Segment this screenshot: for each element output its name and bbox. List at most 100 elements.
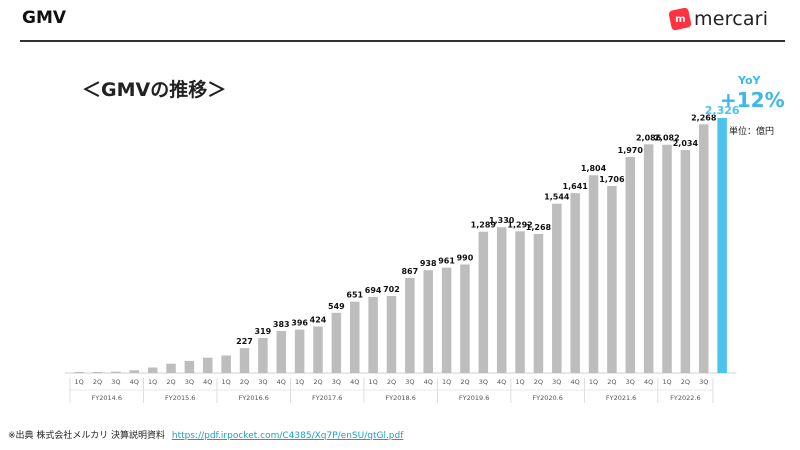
x-tick-label: 1Q [368,378,377,386]
x-tick-label: 3Q [332,378,341,386]
x-tick-label: 3Q [552,378,561,386]
x-tick-label: 3Q [699,378,708,386]
header-divider [20,40,785,42]
x-tick-label: 4Q [130,378,139,386]
bar [386,296,397,373]
bar [441,267,452,373]
bar [662,144,672,373]
fiscal-year-label: FY2022.6 [670,394,700,402]
bar [111,371,121,373]
bar [147,367,158,373]
bar-value-label: 549 [328,302,345,311]
bar [74,372,84,373]
x-tick-label: 2Q [93,378,102,386]
x-tick-label: 4Q [644,378,653,386]
bar [552,203,562,373]
bar [717,118,727,373]
yoy-value: +12% [720,88,785,112]
x-tick-label: 4Q [277,378,286,386]
x-tick-label: 4Q [497,378,506,386]
yoy-label: YoY [738,74,761,87]
bar [349,301,360,373]
bar [331,312,342,373]
bar-value-label: 651 [346,291,363,300]
bar [276,331,287,373]
x-tick-label: 1Q [662,378,671,386]
bar-value-label: 2,268 [691,113,717,122]
x-tick-label: 4Q [203,378,212,386]
x-tick-label: 3Q [405,378,414,386]
unit-label: 単位：億円 [729,127,775,137]
bar [258,338,268,373]
logo-text: mercari [694,8,769,30]
x-tick-label: 2Q [387,378,396,386]
bar-value-label: 396 [291,319,308,328]
x-tick-label: 2Q [240,378,249,386]
x-tick-label: 2Q [681,378,690,386]
bar [607,185,617,373]
bar [368,296,378,373]
x-tick-label: 2Q [607,378,616,386]
bar-value-label: 2,326 [705,104,740,117]
bar [405,277,415,373]
fiscal-year-label: FY2020.6 [532,394,562,402]
x-tick-label: 3Q [626,378,635,386]
bar [239,348,250,373]
bar-value-label: 1,641 [563,182,589,191]
bar-value-label: 1,330 [489,216,515,225]
bar [423,270,433,373]
fiscal-year-label: FY2014.6 [92,394,122,402]
x-tick-label: 2Q [534,378,543,386]
x-tick-label: 1Q [515,378,524,386]
x-tick-label: 1Q [589,378,598,386]
bar-value-label: 938 [420,259,437,268]
x-tick-label: 1Q [75,378,84,386]
x-tick-label: 2Q [460,378,469,386]
bar [496,227,507,373]
bar-value-label: 227 [236,337,253,346]
bar-value-label: 694 [365,286,382,295]
bar-value-label: 319 [255,327,272,336]
bar-value-label: 2,034 [673,139,699,148]
x-tick-label: 3Q [258,378,267,386]
fiscal-year-label: FY2018.6 [385,394,415,402]
bar-value-label: 424 [310,316,327,325]
bar [643,144,654,373]
bar [478,231,489,373]
bar [699,124,709,374]
x-tick-label: 4Q [424,378,433,386]
x-tick-label: 1Q [222,378,231,386]
bar-value-label: 1,544 [544,193,570,202]
x-tick-label: 3Q [185,378,194,386]
bar-value-label: 2,086 [636,133,662,142]
bar [92,372,103,373]
x-tick-label: 1Q [442,378,451,386]
bar-value-label: 2,082 [654,134,679,143]
source-label: ※出典 株式会社メルカリ 決算説明資料 [8,431,165,441]
bar-value-label: 383 [273,320,290,329]
bar [625,157,636,373]
bar [515,231,525,373]
bar [129,370,140,373]
fiscal-year-label: FY2016.6 [238,394,268,402]
bar [221,355,231,373]
bar-value-label: 1,289 [471,221,497,230]
bar-value-label: 867 [401,267,418,276]
bar [680,150,691,373]
bar-value-label: 990 [457,253,474,262]
bar [166,363,176,373]
x-tick-label: 4Q [571,378,580,386]
fiscal-year-label: FY2017.6 [312,394,342,402]
bar-value-label: 1,706 [599,175,625,184]
bar-value-label: 961 [438,257,455,266]
bar-value-label: 1,804 [581,164,607,173]
x-tick-label: 2Q [313,378,322,386]
x-tick-label: 3Q [479,378,488,386]
bar [294,329,305,373]
x-tick-label: 3Q [111,378,120,386]
bar-value-label: 1,292 [507,220,532,229]
source-link[interactable]: https://pdf.irpocket.com/C4385/Xq7P/enSU… [171,431,404,441]
bar [313,326,323,373]
fiscal-year-label: FY2019.6 [459,394,489,402]
x-tick-label: 1Q [295,378,304,386]
